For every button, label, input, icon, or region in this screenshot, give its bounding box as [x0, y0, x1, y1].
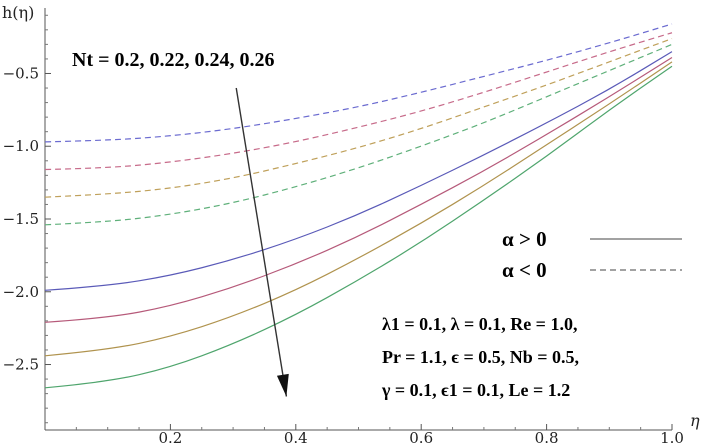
- series-line-alpha-negative-nt-0-24: [44, 37, 673, 198]
- params-line-1: λ1 = 0.1, λ = 0.1, Re = 1.0,: [382, 314, 577, 334]
- series-line-alpha-positive-nt-0-22: [44, 56, 673, 323]
- legend: α > 0 α < 0: [502, 227, 682, 282]
- nt-annotation: Nt = 0.2, 0.22, 0.24, 0.26: [72, 49, 275, 71]
- x-tick-label: 0.8: [535, 429, 559, 446]
- series-group: [44, 23, 673, 389]
- x-tick-label: 0.2: [158, 429, 182, 446]
- y-axis-label: h(η): [2, 3, 34, 22]
- trend-arrow: [235, 87, 289, 397]
- series-line-alpha-negative-nt-0-26: [44, 43, 673, 226]
- y-tick-label: −1.0: [3, 137, 39, 155]
- y-tick-label: −0.5: [3, 64, 39, 82]
- legend-label-dashed: α < 0: [502, 258, 547, 282]
- y-tick-label: −2.5: [3, 356, 39, 374]
- x-tick-label: 1.0: [660, 429, 684, 446]
- x-axis-label: η: [690, 411, 700, 430]
- legend-label-solid: α > 0: [502, 227, 547, 251]
- arrow-shaft: [235, 87, 288, 397]
- arrow-head: [276, 373, 289, 397]
- x-tick-label: 0.4: [284, 429, 308, 446]
- y-tick-label: −1.5: [3, 210, 39, 228]
- series-line-alpha-positive-nt-0-26: [44, 65, 673, 389]
- series-line-alpha-negative-nt-0-22: [44, 32, 673, 171]
- ticks: 0.2 0.4 0.6 0.8 1.0 −0.5 −1.0 −1.5 −2.0 −2.5: [3, 14, 684, 446]
- series-line-alpha-positive-nt-0-24: [44, 61, 673, 357]
- x-tick-label: 0.6: [409, 429, 433, 446]
- series-line-alpha-negative-nt-0-2: [44, 23, 673, 143]
- params-line-2: Pr = 1.1, ϵ = 0.5, Nb = 0.5,: [382, 347, 579, 367]
- params-line-3: γ = 0.1, ϵ1 = 0.1, Le = 1.2: [381, 380, 570, 400]
- series-line-alpha-positive-nt-0-2: [44, 51, 673, 291]
- y-tick-label: −2.0: [3, 283, 39, 301]
